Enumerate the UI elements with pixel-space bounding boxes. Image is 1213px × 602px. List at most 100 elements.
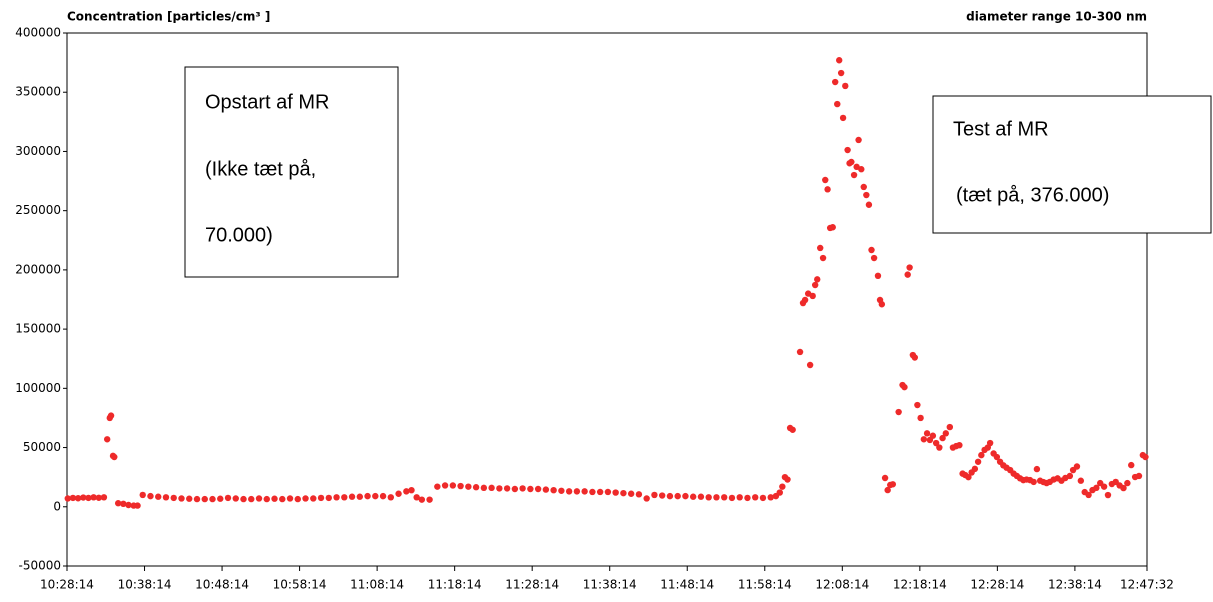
point [860,183,867,191]
point [878,301,886,308]
point [294,495,301,503]
point [1033,465,1041,473]
point [286,495,294,502]
point [752,494,759,501]
point [870,254,878,262]
point [819,254,827,262]
point [356,493,364,500]
point [465,483,472,490]
point [974,458,982,465]
point [901,383,908,391]
point [914,401,921,409]
point [986,439,994,447]
point [85,494,92,502]
point [1100,483,1108,490]
point [178,495,185,502]
y-tick-label: 350000 [15,85,61,99]
y-tick-label: 300000 [15,144,61,158]
point [604,488,612,496]
point [1085,491,1092,499]
point [817,244,824,252]
point [201,495,208,503]
point [1142,453,1149,461]
point [302,495,309,502]
point [809,292,816,300]
point [90,494,97,501]
point [855,136,862,144]
point [721,494,728,501]
point [822,176,829,184]
point [217,495,224,502]
point [796,348,804,356]
point [612,489,619,496]
annotation-box [932,95,1212,234]
point [379,492,387,500]
point [858,166,865,173]
point [472,484,480,491]
point [341,494,348,501]
point [895,408,902,416]
point [993,453,1001,461]
point [759,494,767,502]
annotation-text: (Ikke tæt på, [205,158,316,180]
point [932,439,940,447]
x-tick-label: 11:38:14 [583,578,637,592]
point [155,493,162,500]
point [1124,479,1131,487]
point [1073,463,1081,470]
point [348,493,356,500]
point [814,276,821,283]
point [1135,472,1143,480]
point [434,483,441,490]
point [965,473,972,481]
point [255,495,263,502]
point [863,191,870,199]
x-tick-label: 12:47:32 [1120,578,1174,592]
point [839,114,847,122]
point [74,495,82,502]
point [372,492,379,500]
point [596,488,604,496]
point [824,186,831,193]
x-tick-label: 10:48:14 [195,578,249,592]
point [865,201,873,208]
y-tick-label: 250000 [15,203,61,217]
point [480,484,488,492]
point [333,494,340,501]
point [134,502,141,509]
x-tick-label: 10:28:14 [40,578,94,592]
point [1104,491,1112,499]
point [651,491,658,499]
point [114,500,122,507]
point [186,495,193,502]
point [939,434,946,442]
point [705,494,712,501]
point [713,494,720,501]
point [263,495,270,503]
x-tick-label: 12:08:14 [815,578,869,592]
point [550,486,557,494]
x-tick-label: 10:58:14 [273,578,327,592]
point [503,485,511,492]
y-tick-label: -50000 [18,559,61,573]
point [744,494,751,502]
point [848,158,855,166]
point [884,486,891,494]
point [441,482,449,489]
point [69,494,77,502]
y-tick-label: 100000 [15,381,61,395]
x-tick-label: 11:08:14 [350,578,404,592]
point [923,430,931,437]
point [565,488,573,495]
chart-subtitle: diameter range 10-300 nm [966,10,1147,24]
point [904,271,911,278]
point [829,224,836,231]
point [666,492,674,500]
point [917,414,924,422]
point [801,296,809,304]
point [95,494,102,501]
point [911,354,918,361]
point [581,488,588,495]
annotation-text: Test af MR [953,118,1049,140]
point [573,488,581,495]
